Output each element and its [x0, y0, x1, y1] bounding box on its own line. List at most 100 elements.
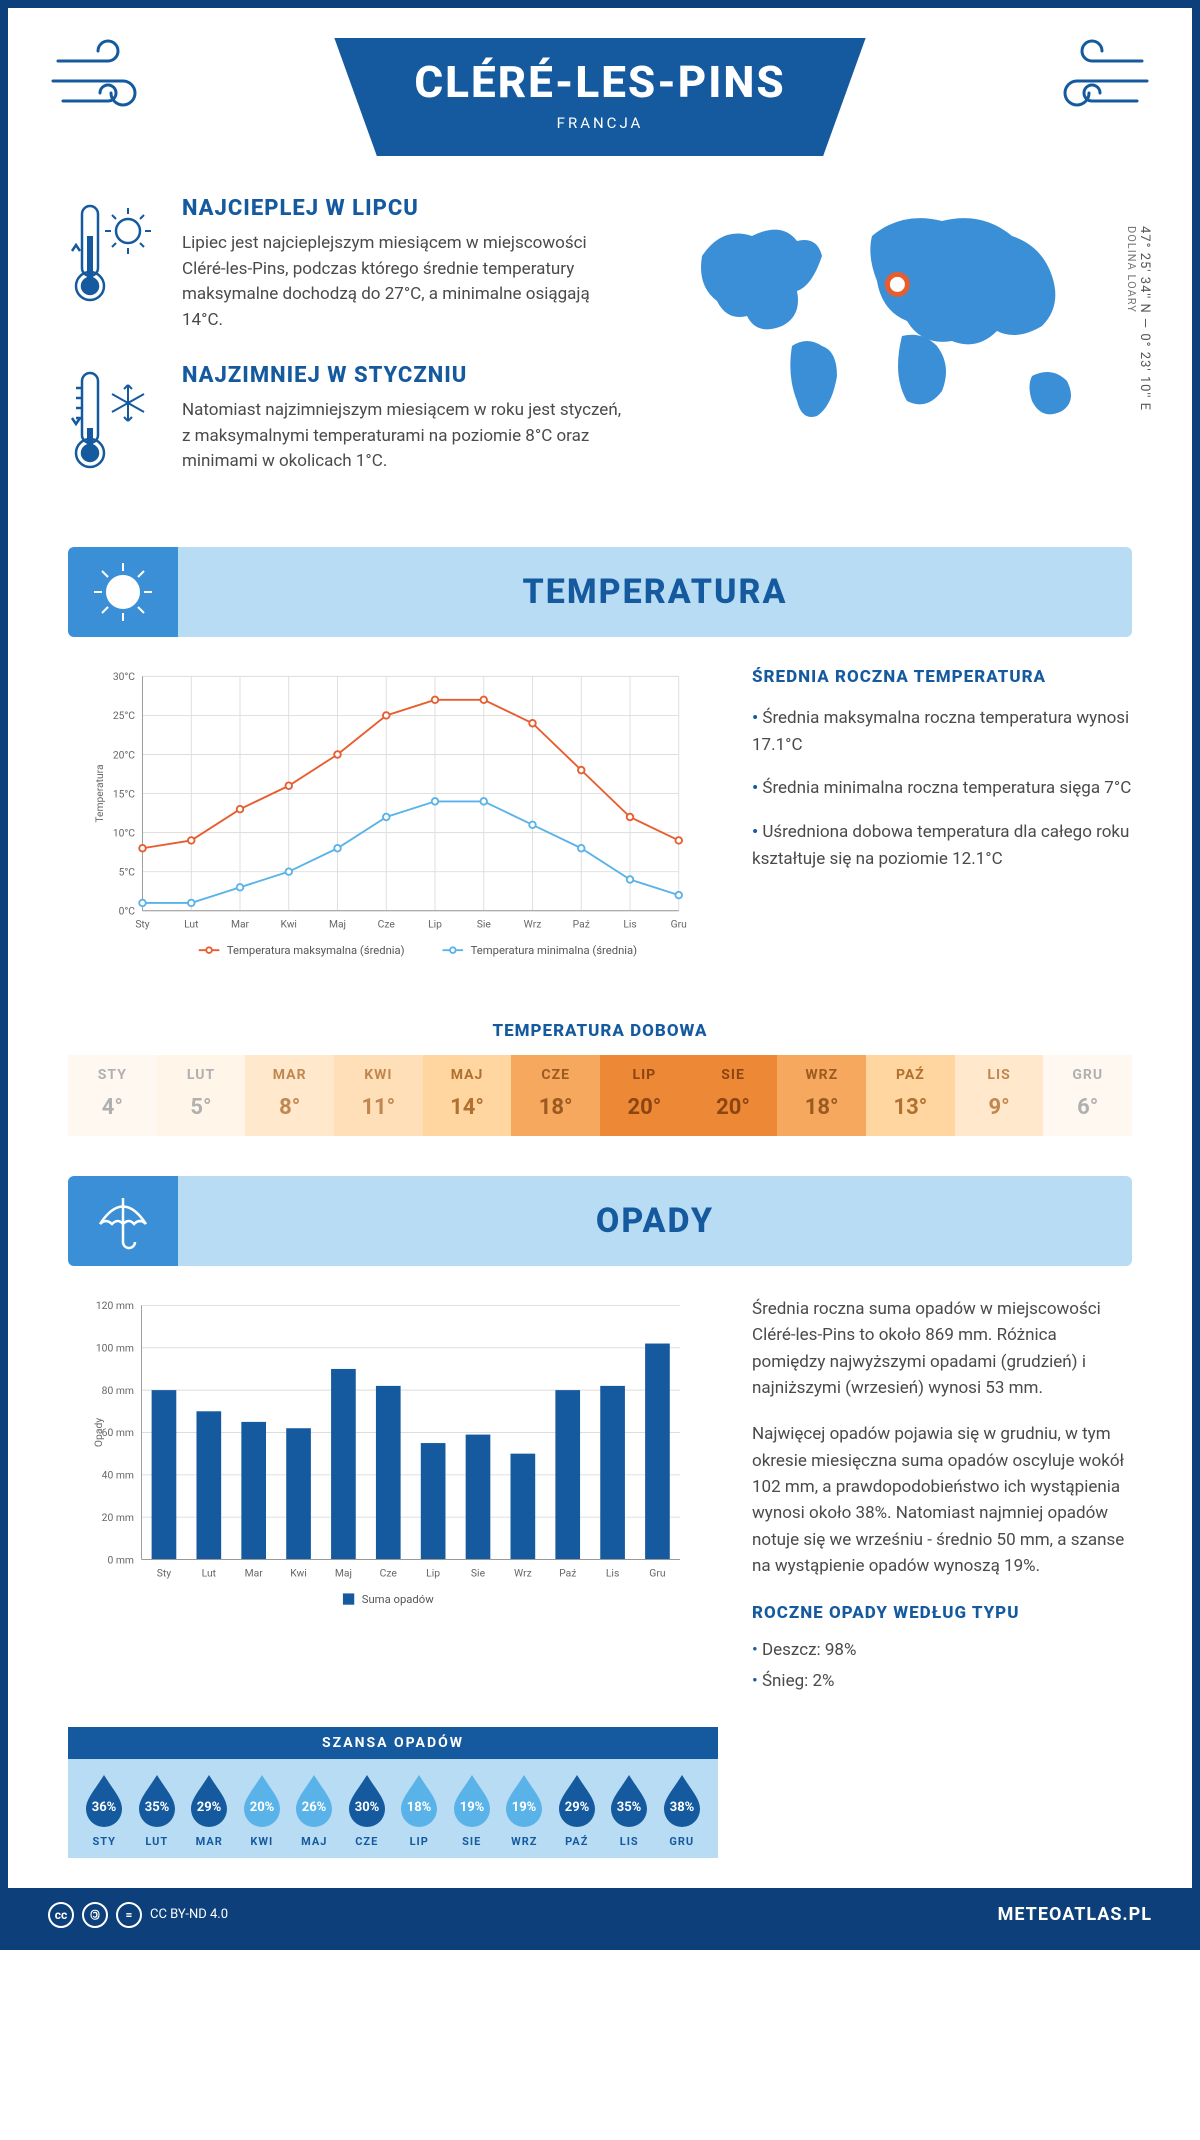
chance-month-label: MAJ: [292, 1835, 336, 1848]
daily-temp-cell: MAR 8°: [245, 1055, 334, 1136]
chance-drop: 19% WRZ: [502, 1773, 546, 1848]
chance-drop: 18% LIP: [397, 1773, 441, 1848]
daily-month-label: LUT: [157, 1067, 246, 1083]
precip-paragraph: Najwięcej opadów pojawia się w grudniu, …: [752, 1421, 1132, 1579]
daily-temp-cell: WRZ 18°: [777, 1055, 866, 1136]
daily-temp-cell: PAŹ 13°: [866, 1055, 955, 1136]
infographic-frame: CLÉRÉ-LES-PINS FRANCJA NAJCIEPLE: [0, 0, 1200, 1950]
svg-text:20 mm: 20 mm: [102, 1511, 134, 1524]
warmest-heading: NAJCIEPLEJ W LIPCU: [182, 196, 632, 221]
svg-text:5°C: 5°C: [119, 865, 136, 878]
daily-month-label: CZE: [511, 1067, 600, 1083]
chance-month-label: PAŹ: [555, 1835, 599, 1848]
chance-month-label: LUT: [135, 1835, 179, 1848]
svg-text:120 mm: 120 mm: [96, 1299, 134, 1312]
thermometer-sun-icon: [68, 196, 158, 333]
svg-text:30%: 30%: [354, 1800, 379, 1815]
svg-text:0°C: 0°C: [119, 905, 136, 918]
daily-month-label: STY: [68, 1067, 157, 1083]
svg-text:10°C: 10°C: [113, 826, 135, 839]
svg-text:Sie: Sie: [477, 918, 492, 931]
svg-text:Lut: Lut: [184, 918, 199, 931]
daily-temp-value: 9°: [955, 1095, 1044, 1120]
by-icon: 🄯: [82, 1902, 108, 1928]
brand-text: METEOATLAS.PL: [998, 1904, 1152, 1925]
umbrella-icon: [68, 1176, 178, 1266]
header: CLÉRÉ-LES-PINS FRANCJA: [8, 8, 1192, 196]
chance-heading: SZANSA OPADÓW: [68, 1727, 718, 1759]
svg-text:30°C: 30°C: [113, 670, 135, 683]
chance-drop: 35% LUT: [135, 1773, 179, 1848]
license-text: CC BY-ND 4.0: [150, 1907, 228, 1922]
svg-text:Lis: Lis: [606, 1566, 619, 1579]
temperature-heading: TEMPERATURA: [178, 547, 1132, 637]
svg-text:26%: 26%: [302, 1800, 327, 1815]
svg-text:Lut: Lut: [202, 1566, 217, 1579]
chance-month-label: WRZ: [502, 1835, 546, 1848]
svg-text:Lis: Lis: [623, 918, 636, 931]
precip-type-item: Deszcz: 98%: [752, 1635, 1132, 1666]
temperature-banner: TEMPERATURA: [68, 547, 1132, 637]
daily-temp-value: 4°: [68, 1095, 157, 1120]
svg-text:60 mm: 60 mm: [102, 1426, 134, 1439]
temp-bullet: Uśredniona dobowa temperatura dla całego…: [752, 819, 1132, 873]
daily-month-label: KWI: [334, 1067, 423, 1083]
chance-drop: 35% LIS: [607, 1773, 651, 1848]
svg-text:Mar: Mar: [231, 918, 250, 931]
chance-month-label: LIS: [607, 1835, 651, 1848]
precipitation-section: 0 mm20 mm40 mm60 mm80 mm100 mm120 mmStyL…: [8, 1296, 1192, 1717]
chance-month-label: MAR: [187, 1835, 231, 1848]
daily-temp-value: 18°: [511, 1095, 600, 1120]
daily-temp-cell: LIP 20°: [600, 1055, 689, 1136]
svg-text:Kwi: Kwi: [281, 918, 297, 931]
svg-text:Temperatura minimalna (średnia: Temperatura minimalna (średnia): [471, 944, 638, 957]
daily-temp-value: 13°: [866, 1095, 955, 1120]
daily-temp-cell: STY 4°: [68, 1055, 157, 1136]
svg-text:Kwi: Kwi: [290, 1566, 306, 1579]
precipitation-bar-chart: 0 mm20 mm40 mm60 mm80 mm100 mm120 mmStyL…: [68, 1296, 712, 1697]
svg-text:Cze: Cze: [378, 918, 396, 931]
chance-drop: 29% MAR: [187, 1773, 231, 1848]
svg-text:36%: 36%: [92, 1800, 117, 1815]
coldest-text: Natomiast najzimniejszym miesiącem w rok…: [182, 398, 632, 475]
svg-text:Maj: Maj: [329, 918, 346, 931]
svg-text:Mar: Mar: [245, 1566, 264, 1579]
svg-text:19%: 19%: [512, 1800, 537, 1815]
svg-text:29%: 29%: [564, 1800, 589, 1815]
world-map-icon: [672, 196, 1132, 456]
daily-temp-cell: SIE 20°: [689, 1055, 778, 1136]
svg-text:25°C: 25°C: [113, 709, 135, 722]
chance-month-label: KWI: [240, 1835, 284, 1848]
svg-text:40 mm: 40 mm: [102, 1469, 134, 1482]
svg-text:Paź: Paź: [559, 1566, 576, 1579]
daily-temp-cell: CZE 18°: [511, 1055, 600, 1136]
cc-icon: cc: [48, 1902, 74, 1928]
svg-text:35%: 35%: [617, 1800, 642, 1815]
daily-month-label: LIS: [955, 1067, 1044, 1083]
daily-temp-value: 6°: [1043, 1095, 1132, 1120]
svg-text:Temperatura maksymalna (średni: Temperatura maksymalna (średnia): [227, 944, 405, 957]
temperature-section: 0°C5°C10°C15°C20°C25°C30°CStyLutMarKwiMa…: [8, 667, 1192, 1001]
svg-text:20°C: 20°C: [113, 748, 135, 761]
daily-month-label: GRU: [1043, 1067, 1132, 1083]
svg-text:35%: 35%: [144, 1800, 169, 1815]
thermometer-snow-icon: [68, 363, 158, 487]
chance-month-label: GRU: [660, 1835, 704, 1848]
chance-drop: 29% PAŹ: [555, 1773, 599, 1848]
svg-text:Opady: Opady: [92, 1418, 105, 1447]
svg-text:18%: 18%: [407, 1800, 432, 1815]
daily-month-label: SIE: [689, 1067, 778, 1083]
chance-drop: 19% SIE: [450, 1773, 494, 1848]
precip-paragraph: Średnia roczna suma opadów w miejscowośc…: [752, 1296, 1132, 1401]
daily-month-label: PAŹ: [866, 1067, 955, 1083]
temp-bullet: Średnia minimalna roczna temperatura się…: [752, 775, 1132, 802]
daily-month-label: MAR: [245, 1067, 334, 1083]
warmest-block: NAJCIEPLEJ W LIPCU Lipiec jest najcieple…: [68, 196, 632, 333]
daily-temp-value: 18°: [777, 1095, 866, 1120]
map-column: DOLINA LOARY 47° 25' 34'' N — 0° 23' 10'…: [672, 196, 1132, 517]
daily-month-label: MAJ: [423, 1067, 512, 1083]
chance-drop: 30% CZE: [345, 1773, 389, 1848]
nd-icon: =: [116, 1902, 142, 1928]
precipitation-heading: OPADY: [178, 1176, 1132, 1266]
daily-temp-cell: GRU 6°: [1043, 1055, 1132, 1136]
